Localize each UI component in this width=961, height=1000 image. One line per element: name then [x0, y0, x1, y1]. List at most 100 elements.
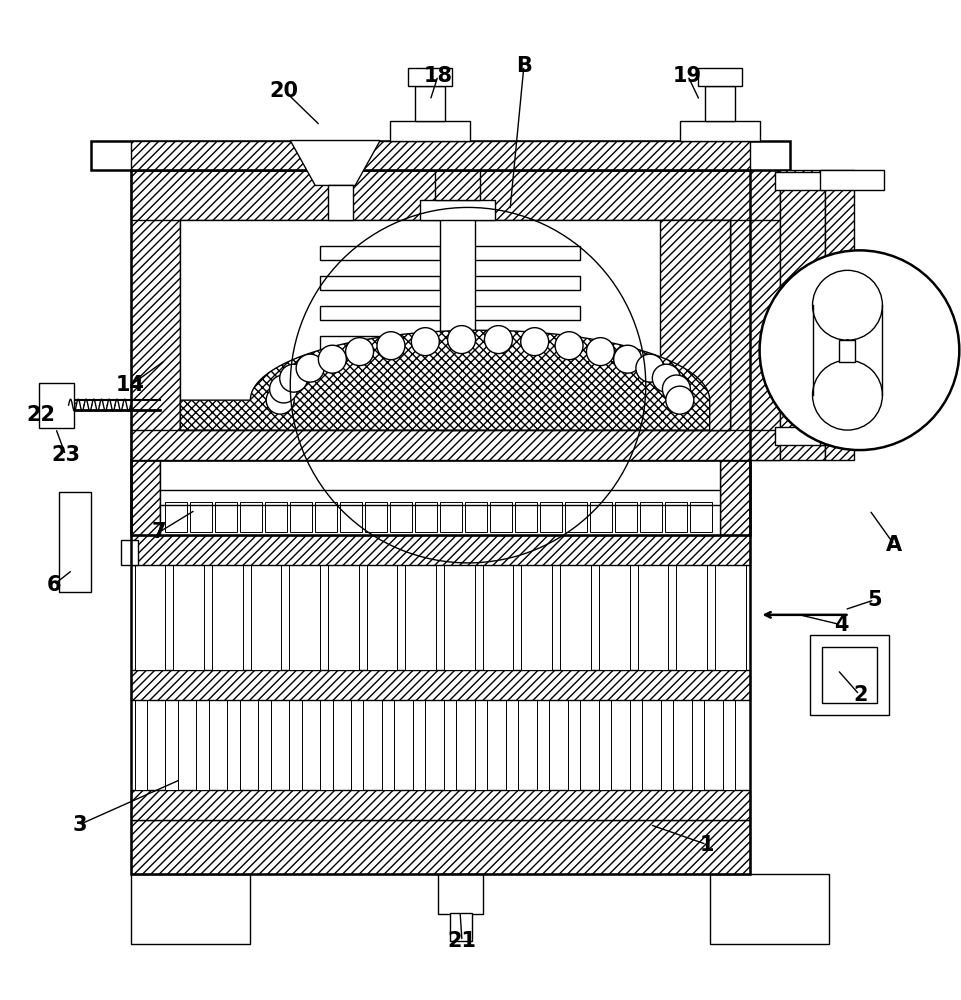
Bar — [131, 790, 749, 820]
Bar — [567, 700, 579, 790]
Circle shape — [377, 332, 405, 360]
Bar — [131, 460, 749, 535]
Circle shape — [759, 250, 958, 450]
Bar — [778, 170, 824, 460]
Bar — [131, 430, 778, 460]
Circle shape — [635, 354, 663, 382]
Text: A: A — [885, 535, 901, 555]
Bar — [120, 540, 138, 565]
Bar — [390, 121, 470, 141]
Bar — [444, 700, 456, 790]
Text: B: B — [516, 56, 531, 76]
Bar — [709, 874, 828, 944]
Bar — [719, 460, 749, 535]
Bar — [328, 565, 358, 670]
Bar — [505, 700, 518, 790]
Circle shape — [318, 345, 346, 373]
Text: 5: 5 — [867, 590, 881, 610]
Bar — [774, 427, 833, 445]
Bar — [819, 425, 883, 445]
Bar — [131, 535, 749, 565]
Bar — [664, 502, 686, 532]
Bar — [839, 340, 854, 362]
Text: 19: 19 — [673, 66, 702, 86]
Circle shape — [296, 354, 324, 382]
Bar — [190, 502, 212, 532]
Bar — [728, 180, 778, 460]
Text: 6: 6 — [46, 575, 61, 595]
Bar — [131, 180, 181, 460]
Bar — [414, 86, 445, 121]
Bar — [434, 160, 480, 200]
Bar — [90, 141, 789, 170]
Text: 14: 14 — [115, 375, 145, 395]
Bar — [450, 913, 472, 941]
Bar — [774, 332, 833, 350]
Bar — [131, 874, 250, 944]
Bar — [382, 700, 394, 790]
Bar — [240, 502, 262, 532]
Bar — [59, 492, 90, 592]
Bar — [320, 306, 439, 320]
Bar — [559, 565, 590, 670]
Bar — [459, 246, 579, 260]
Bar — [691, 700, 703, 790]
Bar — [265, 502, 287, 532]
Circle shape — [345, 338, 373, 366]
Bar — [414, 502, 436, 532]
Bar — [589, 502, 611, 532]
Bar — [390, 502, 411, 532]
Bar — [539, 502, 561, 532]
Bar — [704, 86, 734, 121]
Bar — [365, 502, 386, 532]
Circle shape — [266, 386, 294, 414]
Text: 4: 4 — [833, 615, 848, 635]
Bar — [614, 502, 636, 532]
Bar — [289, 565, 320, 670]
Circle shape — [812, 270, 881, 340]
Circle shape — [662, 375, 690, 403]
Bar — [714, 565, 745, 670]
Bar — [660, 700, 673, 790]
Bar — [135, 565, 165, 670]
Text: 1: 1 — [699, 835, 713, 855]
Bar — [475, 700, 487, 790]
Bar — [366, 565, 397, 670]
Bar — [131, 460, 160, 535]
Bar — [697, 68, 741, 86]
Bar — [289, 700, 301, 790]
Bar — [181, 220, 728, 430]
Bar — [131, 170, 778, 220]
Bar — [639, 502, 661, 532]
Bar — [821, 647, 876, 703]
Polygon shape — [181, 330, 709, 430]
Bar — [38, 383, 73, 428]
Circle shape — [665, 386, 693, 414]
Circle shape — [484, 326, 512, 354]
Circle shape — [554, 332, 582, 360]
Bar — [227, 700, 239, 790]
Bar — [412, 700, 425, 790]
Bar — [689, 502, 711, 532]
Circle shape — [586, 338, 614, 366]
Bar — [659, 220, 728, 430]
Bar — [637, 565, 668, 670]
Bar — [774, 172, 833, 190]
Bar — [459, 336, 579, 350]
Bar — [351, 700, 363, 790]
Circle shape — [613, 345, 641, 373]
Bar — [320, 246, 439, 260]
Bar — [131, 170, 749, 874]
Text: 23: 23 — [52, 445, 81, 465]
Bar — [340, 502, 361, 532]
Bar — [320, 336, 439, 350]
Bar — [564, 502, 586, 532]
Circle shape — [520, 328, 548, 356]
Text: 2: 2 — [852, 685, 867, 705]
Circle shape — [280, 364, 308, 392]
Bar — [676, 565, 706, 670]
Bar — [320, 276, 439, 290]
Bar — [809, 635, 889, 715]
Bar — [439, 190, 475, 430]
Bar — [405, 565, 435, 670]
